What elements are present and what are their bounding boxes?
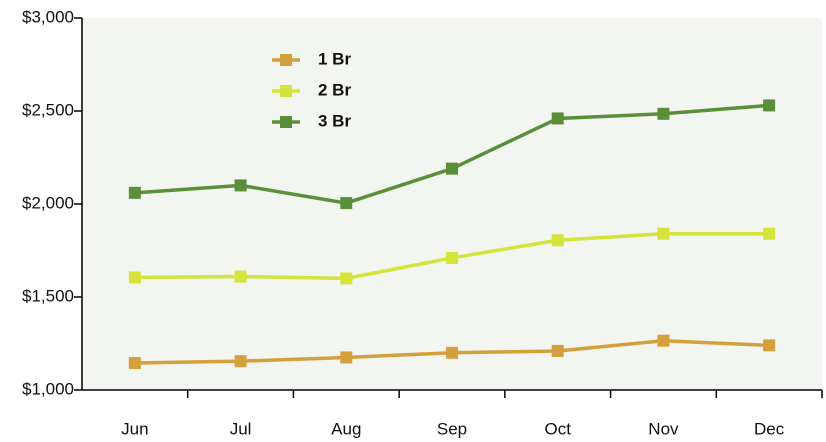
data-point [446,251,458,264]
legend-text: 3 Br [318,111,351,130]
y-tick-label: $2,000 [22,193,74,212]
data-point [128,271,141,284]
data-point [657,107,670,120]
legend-text: 2 Br [318,80,351,99]
x-tick-label: Aug [331,419,361,438]
data-point [446,346,458,359]
x-tick-label: Oct [544,419,571,438]
data-point [763,339,776,352]
data-point [551,234,564,247]
x-tick-label: Jul [230,419,252,438]
data-point [340,272,353,285]
data-point [234,179,247,192]
legend-text: 1 Br [318,49,351,68]
y-tick-label: $3,000 [22,7,74,26]
data-point [551,112,564,125]
y-tick-label: $1,500 [22,286,74,305]
data-point [128,186,141,199]
plot-area [82,18,822,390]
x-tick-label: Sep [437,419,467,438]
legend-marker [280,85,292,97]
x-tick-label: Nov [648,419,679,438]
data-point [763,227,776,240]
data-point [657,227,670,240]
y-tick-label: $1,000 [22,379,74,398]
legend-marker [280,54,292,66]
data-point [234,270,247,283]
data-point [763,99,776,112]
data-point [657,334,670,347]
data-point [128,357,141,370]
legend-marker [280,116,292,128]
data-point [446,162,458,175]
x-tick-label: Jun [121,419,148,438]
data-point [234,355,247,368]
data-point [340,351,353,364]
y-tick-label: $2,500 [22,100,74,119]
data-point [551,344,564,357]
x-tick-label: Dec [754,419,785,438]
data-point [340,197,353,210]
